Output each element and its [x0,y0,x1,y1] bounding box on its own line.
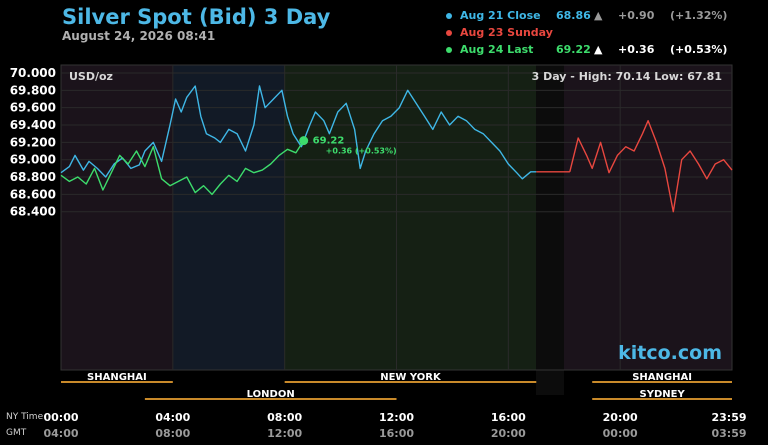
gmt-time-tick: 00:00 [603,427,638,440]
series-lines [60,85,733,213]
legend-change-aug21: +0.90 [618,9,655,22]
y-tick-label: 68.600 [10,187,56,201]
last-price-change: +0.36 (+0.53%) [326,147,397,156]
last-price-marker: 69.22 +0.36 (+0.53%) [299,136,397,156]
gmt-time-tick: 03:59 [711,427,746,440]
y-tick-label: 69.200 [10,135,56,149]
session-label: SHANGHAI [87,372,147,383]
gmt-time-tick: 04:00 [43,427,78,440]
gmt-time-tick: 12:00 [267,427,302,440]
series-line-aug23 [569,119,733,213]
region-sunday [564,65,732,370]
y-tick-label: 70.000 [10,66,56,80]
y-tick-label: 68.400 [10,205,56,219]
legend-pct-aug24: (+0.53%) [670,43,728,56]
session-label: LONDON [247,389,295,400]
up-arrow-icon: ▲ [594,9,603,22]
session-label: SYDNEY [640,389,686,400]
ny-time-label: NY Time [6,412,44,422]
legend-dot-aug24 [446,47,452,53]
ny-time-tick: 16:00 [491,411,526,424]
range-label: 3 Day - High: 70.14 Low: 67.81 [532,70,722,83]
unit-label: USD/oz [69,70,113,83]
y-tick-label: 69.600 [10,101,56,115]
last-price-value: 69.22 [313,136,345,147]
legend-value-aug21: 68.86 [556,9,591,22]
y-tick-label: 69.800 [10,83,56,97]
ny-time-tick: 04:00 [155,411,190,424]
ny-time-tick: 23:59 [711,411,746,424]
session-bars: SHANGHAI NEW YORK SHANGHAI LONDON SYDNEY [61,372,732,400]
session-label: NEW YORK [380,372,442,383]
y-tick-label: 69.000 [10,153,56,167]
region-newyork [284,65,536,370]
y-tick-label: 68.800 [10,170,56,184]
ny-time-tick: 12:00 [379,411,414,424]
series-line-aug24 [60,140,305,196]
gmt-time-tick: 20:00 [491,427,526,440]
chart-timestamp: August 24, 2026 08:41 [62,29,216,43]
gmt-time-tick: 16:00 [379,427,414,440]
ny-time-tick: 00:00 [43,411,78,424]
legend-label-aug23: Aug 23 Sunday [460,26,553,39]
region-london [173,65,284,370]
session-label: SHANGHAI [632,372,692,383]
legend-change-aug24: +0.36 [618,43,655,56]
y-axis: 70.000 69.800 69.600 69.400 69.200 69.000 68.8… [10,66,56,219]
series-line-aug21 [60,85,537,180]
legend-value-aug24: 69.22 [556,43,591,56]
time-axis: NY Time GMT 00:00 04:00 04:00 08:00 08:00 12:00… [6,411,747,440]
legend-label-aug24: Aug 24 Last [460,43,534,56]
gmt-label: GMT [6,428,27,438]
gmt-time-tick: 08:00 [155,427,190,440]
y-tick-label: 69.400 [10,118,56,132]
up-arrow-icon: ▲ [594,43,603,56]
last-price-dot [299,136,309,146]
legend-dot-aug21 [446,13,452,19]
region-asia [61,65,173,370]
ny-time-tick: 08:00 [267,411,302,424]
region-gap [536,65,564,395]
kitco-watermark: kitco.com [618,342,722,364]
grid-lines [61,65,732,370]
legend-dot-aug23 [446,30,452,36]
chart-title: Silver Spot (Bid) 3 Day [62,5,331,29]
ny-time-tick: 20:00 [603,411,638,424]
legend-pct-aug21: (+1.32%) [670,9,728,22]
legend-label-aug21: Aug 21 Close [460,9,541,22]
